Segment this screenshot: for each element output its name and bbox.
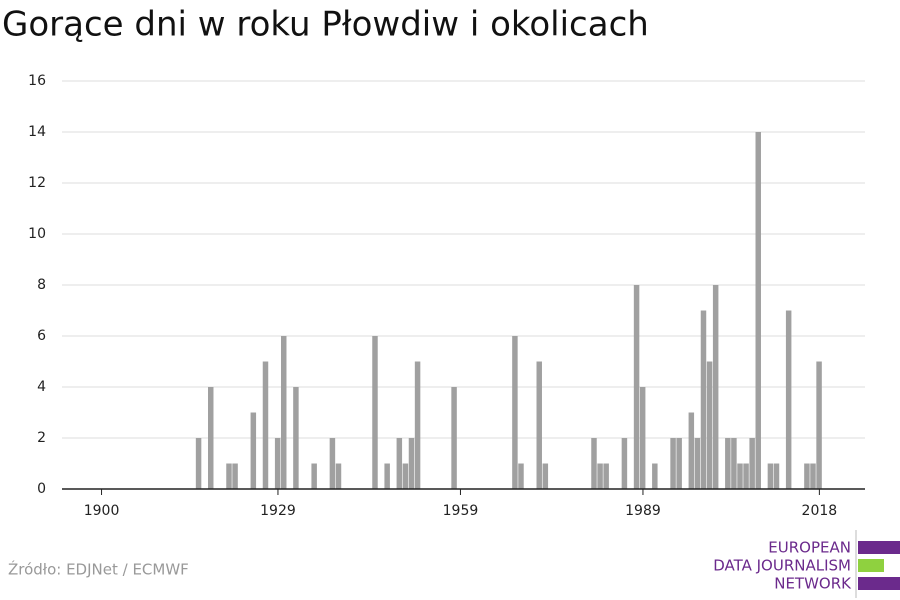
- y-tick-label: 14: [28, 124, 46, 140]
- bar: [250, 412, 257, 489]
- bar: [542, 463, 549, 489]
- y-tick-label: 6: [37, 328, 46, 344]
- bar: [652, 463, 658, 489]
- x-tick-label: 1929: [260, 503, 296, 519]
- bar: [639, 387, 646, 489]
- bar: [232, 463, 238, 489]
- bar: [676, 438, 682, 489]
- logo: EUROPEAN DATA JOURNALISM NETWORK: [713, 530, 900, 598]
- logo-bar: [858, 541, 900, 554]
- bar: [195, 438, 202, 489]
- bar: [451, 387, 457, 489]
- bar: [274, 438, 281, 489]
- bar: [633, 285, 640, 489]
- logo-bar: [858, 559, 884, 572]
- x-tick-label: 2018: [802, 503, 838, 519]
- bar: [621, 438, 628, 489]
- y-tick-label: 16: [28, 73, 46, 89]
- bar: [293, 387, 299, 489]
- x-tick-label: 1959: [443, 503, 479, 519]
- bar: [536, 361, 542, 489]
- bar: [281, 336, 287, 489]
- y-tick-label: 2: [37, 430, 46, 446]
- bar: [414, 361, 421, 489]
- bar: [731, 438, 737, 489]
- bar: [773, 463, 780, 489]
- bar: [597, 463, 603, 489]
- x-tick-label: 1900: [84, 503, 120, 519]
- y-tick-label: 8: [37, 277, 46, 293]
- bar: [311, 463, 317, 489]
- bar: [518, 463, 524, 489]
- bar: [700, 310, 707, 489]
- bar: [591, 438, 597, 489]
- bar: [737, 463, 743, 489]
- logo-text: DATA JOURNALISM: [713, 557, 851, 575]
- bar: [262, 361, 269, 489]
- bar: [329, 438, 336, 489]
- logo-text: EUROPEAN: [768, 539, 851, 557]
- y-tick-label: 4: [37, 379, 46, 395]
- bar: [670, 438, 676, 489]
- chart-title: Gorące dni w roku Płowdiw i okolicach: [2, 5, 649, 45]
- bar: [335, 463, 342, 489]
- bar: [725, 438, 731, 489]
- bar: [372, 336, 378, 489]
- bar: [810, 463, 816, 489]
- bar: [396, 438, 403, 489]
- bar: [706, 361, 713, 489]
- bar: [804, 463, 810, 489]
- bar: [712, 285, 719, 489]
- logo-bar: [858, 577, 900, 590]
- bar: [208, 387, 214, 489]
- bar: [694, 438, 701, 489]
- bar: [755, 132, 761, 489]
- bar: [408, 438, 415, 489]
- x-tick-label: 1989: [625, 503, 661, 519]
- source: Źródło: EDJNet / ECMWF: [8, 560, 189, 579]
- y-tick-label: 12: [28, 175, 46, 191]
- bar: [688, 412, 695, 489]
- bar: [384, 463, 390, 489]
- bar: [743, 463, 749, 489]
- bar: [816, 361, 822, 489]
- bar: [512, 336, 518, 489]
- logo-text: NETWORK: [774, 575, 852, 593]
- bar: [226, 463, 232, 489]
- bar: [402, 463, 409, 489]
- y-tick-label: 10: [28, 226, 46, 242]
- bar: [749, 438, 755, 489]
- bar: [603, 463, 609, 489]
- bar: [785, 310, 792, 489]
- y-tick-label: 0: [37, 481, 46, 497]
- bar: [767, 463, 774, 489]
